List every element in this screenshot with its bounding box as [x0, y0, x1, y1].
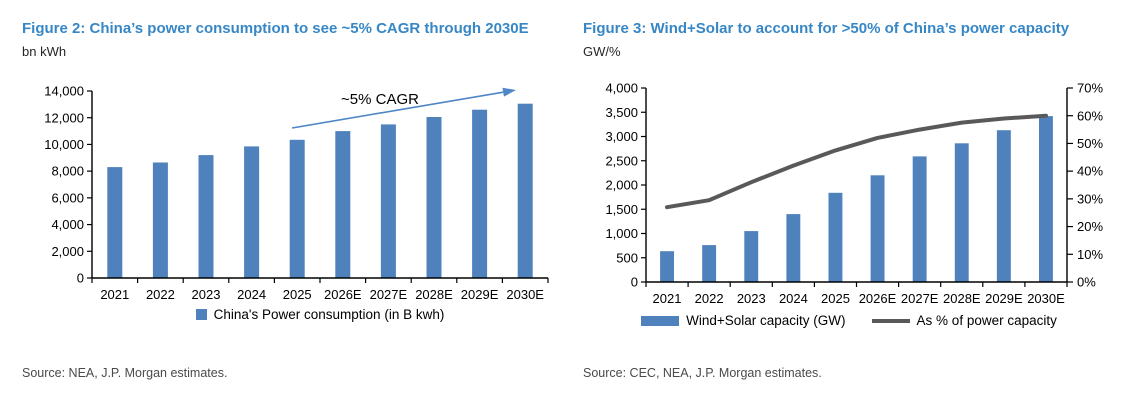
fig3-line — [665, 113, 1048, 210]
fig2-y-tick-label: 4,000 — [51, 217, 84, 232]
fig2-x-label-2028E: 2028E — [415, 287, 453, 302]
fig3-bar-2025 — [828, 192, 843, 282]
fig2-bar-2027E — [380, 124, 396, 279]
fig2-x-label-2024: 2024 — [237, 287, 266, 302]
fig2-bar-2025 — [289, 139, 305, 278]
fig2-bar-2021 — [107, 167, 123, 278]
figure3-legend: Wind+Solar capacity (GW) As % of power c… — [621, 313, 1077, 328]
fig2-x-label-2021: 2021 — [100, 287, 129, 302]
fig2-y-tick-label: 2,000 — [51, 244, 84, 259]
fig2-y-tick-label: 10,000 — [44, 137, 84, 152]
bar-series-swatch-icon — [641, 315, 680, 326]
fig3-x-label-2029E: 2029E — [985, 291, 1023, 306]
bar-series-swatch-icon — [195, 309, 207, 320]
fig3-bar-2030E — [1039, 116, 1053, 282]
fig3-y-tick-label: 3,500 — [605, 105, 638, 120]
fig2-y-tick-label: 14,000 — [44, 84, 84, 99]
cagr-trend-arrow — [291, 91, 504, 129]
figure3-source-note: Source: CEC, NEA, J.P. Morgan estimates. — [583, 366, 822, 380]
fig3-x-label-2027E: 2027E — [901, 291, 939, 306]
fig2-bar-2022 — [152, 162, 168, 278]
fig3-y2-tick-label: 60% — [1077, 108, 1103, 123]
figure2-title: Figure 2: China’s power consumption to s… — [22, 20, 529, 37]
fig2-chart: 0 2,000 4,000 6,000 8,000 10,000 12,000 14,000 2… — [44, 84, 549, 302]
figure3-legend-item-line: As % of power capacity — [871, 313, 1057, 328]
fig3-x-label-2023: 2023 — [737, 291, 766, 306]
fig3-y2-tick-label: 20% — [1077, 219, 1103, 234]
fig3-y-tick-label: 1,000 — [605, 226, 638, 241]
fig3-y2-tick-label: 30% — [1077, 191, 1103, 206]
fig2-x-label-2022: 2022 — [146, 287, 175, 302]
fig3-y-tick-label: 2,000 — [605, 178, 638, 193]
fig3-bar-2026E — [870, 175, 885, 282]
fig3-y2-tick-label: 70% — [1077, 81, 1103, 96]
fig3-chart: 0 500 1,000 1,500 2,000 2,500 3,000 3,500 4,000 0… — [605, 81, 1103, 306]
fig3-x-label-2024: 2024 — [779, 291, 808, 306]
fig2-y-tick-label: 8,000 — [51, 164, 84, 179]
figure3-axis-unit-label: GW/% — [583, 44, 621, 59]
fig3-y-tick-label: 2,500 — [605, 153, 638, 168]
fig3-bar-2028E — [954, 143, 969, 282]
fig2-bar-2024 — [244, 146, 260, 278]
fig2-bar-2030E — [517, 103, 533, 278]
fig2-x-label-2025: 2025 — [283, 287, 312, 302]
figure2-legend: China's Power consumption (in B kwh) — [92, 307, 548, 322]
fig2-x-label-2026E: 2026E — [324, 287, 362, 302]
line-series-swatch-icon — [871, 318, 910, 323]
figure2-axis-unit-label: bn kWh — [22, 44, 67, 59]
fig3-bar-2024 — [786, 214, 801, 282]
cagr-annotation-label: ~5% CAGR — [341, 91, 419, 108]
fig3-y2-tick-label: 0% — [1077, 275, 1096, 290]
fig3-x-label-2028E: 2028E — [943, 291, 981, 306]
figure3-legend-item-bars: Wind+Solar capacity (GW) — [641, 313, 846, 328]
fig3-bar-2027E — [912, 156, 927, 282]
fig3-y-tick-label: 1,500 — [605, 202, 638, 217]
fig3-y-tick-label: 500 — [616, 250, 638, 265]
fig3-y-tick-label: 0 — [631, 275, 638, 290]
fig3-bar-2022 — [702, 245, 717, 282]
fig3-bar-2029E — [996, 130, 1011, 282]
fig3-y2-tick-label: 10% — [1077, 247, 1103, 262]
fig2-x-label-2023: 2023 — [192, 287, 221, 302]
fig2-bar-2029E — [472, 109, 488, 278]
figure2-legend-label: China's Power consumption (in B kwh) — [213, 307, 445, 322]
cagr-trend-arrowhead-icon — [502, 87, 516, 97]
fig2-y-tick-label: 0 — [77, 271, 84, 286]
fig2-x-label-2029E: 2029E — [461, 287, 499, 302]
fig3-bar-2021 — [660, 251, 674, 282]
fig3-y2-tick-label: 40% — [1077, 164, 1103, 179]
fig2-bar-2028E — [426, 117, 442, 278]
fig3-x-label-2030E: 2030E — [1027, 291, 1065, 306]
figure3-legend-label-bars: Wind+Solar capacity (GW) — [686, 313, 846, 328]
fig3-y-tick-label: 4,000 — [605, 81, 638, 96]
fig3-x-label-2026E: 2026E — [859, 291, 897, 306]
fig2-x-label-2027E: 2027E — [370, 287, 408, 302]
fig2-y-tick-label: 6,000 — [51, 190, 84, 205]
fig2-x-label-2030E: 2030E — [506, 287, 544, 302]
figure2-legend-item: China's Power consumption (in B kwh) — [195, 307, 445, 322]
fig2-y-tick-label: 12,000 — [44, 110, 84, 125]
figure3-legend-label-line: As % of power capacity — [916, 313, 1057, 328]
fig3-x-label-2022: 2022 — [695, 291, 724, 306]
fig2-bar-2026E — [335, 131, 351, 278]
fig3-y-tick-label: 3,000 — [605, 129, 638, 144]
fig3-x-label-2021: 2021 — [653, 291, 682, 306]
figure2-source-note: Source: NEA, J.P. Morgan estimates. — [22, 366, 228, 380]
fig3-x-label-2025: 2025 — [821, 291, 850, 306]
fig3-bar-2023 — [744, 231, 759, 282]
figure3-title: Figure 3: Wind+Solar to account for >50%… — [583, 20, 1070, 37]
fig3-y2-tick-label: 50% — [1077, 136, 1103, 151]
fig2-bar-2023 — [198, 155, 214, 278]
